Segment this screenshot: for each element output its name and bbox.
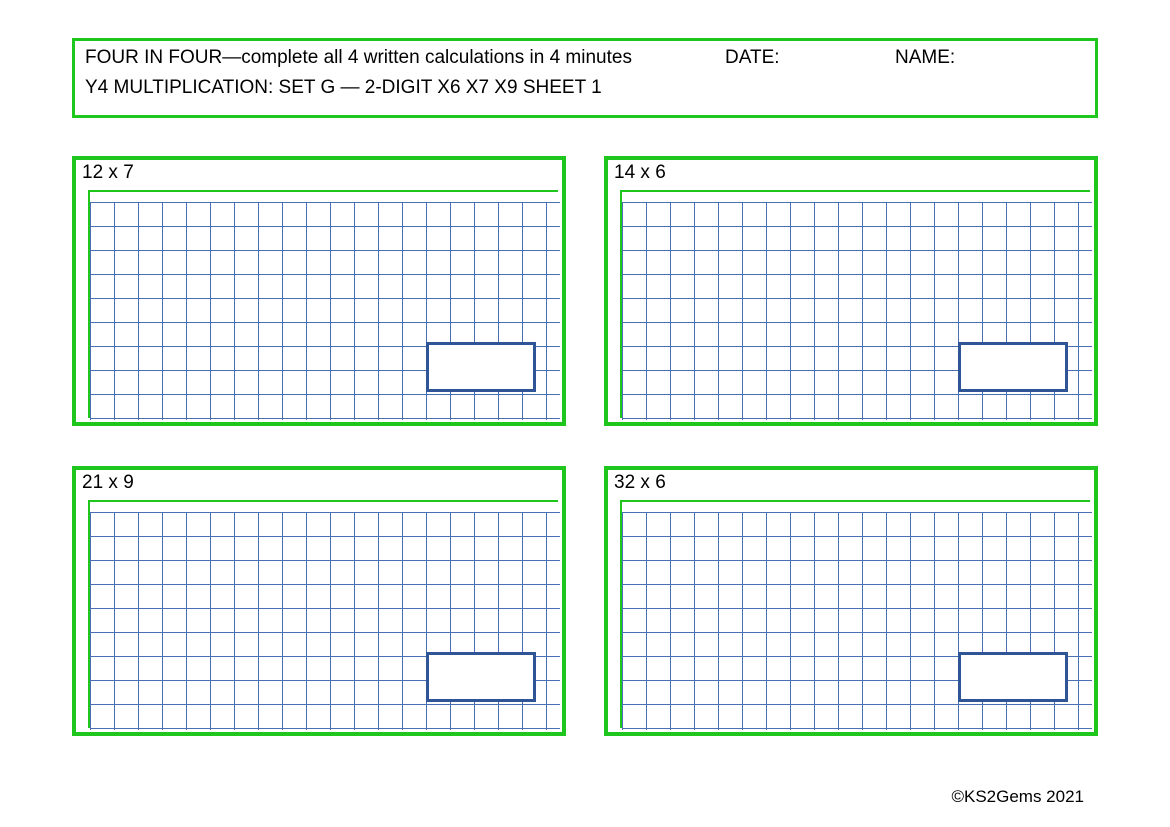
header-title: FOUR IN FOUR—complete all 4 written calc…	[85, 47, 725, 69]
header-name-label: NAME:	[895, 47, 1085, 69]
question-panel: 12 x 7	[72, 156, 566, 426]
answer-box[interactable]	[426, 652, 536, 702]
question-panel: 21 x 9	[72, 466, 566, 736]
answer-box[interactable]	[958, 652, 1068, 702]
header-subtitle: Y4 MULTIPLICATION: SET G — 2-DIGIT X6 X7…	[85, 77, 1085, 99]
question-text: 32 x 6	[614, 472, 666, 494]
answer-box[interactable]	[426, 342, 536, 392]
calculation-grid	[622, 202, 1092, 420]
calculation-grid	[622, 512, 1092, 730]
question-text: 12 x 7	[82, 162, 134, 184]
question-panel: 14 x 6	[604, 156, 1098, 426]
grid-area	[88, 500, 558, 728]
calculation-grid	[90, 202, 560, 420]
question-panel: 32 x 6	[604, 466, 1098, 736]
grid-area	[620, 500, 1090, 728]
header-box: FOUR IN FOUR—complete all 4 written calc…	[72, 38, 1098, 118]
grid-area	[88, 190, 558, 418]
grid-area	[620, 190, 1090, 418]
question-text: 21 x 9	[82, 472, 134, 494]
header-line-1: FOUR IN FOUR—complete all 4 written calc…	[85, 47, 1085, 69]
footer-copyright: ©KS2Gems 2021	[951, 787, 1084, 807]
answer-box[interactable]	[958, 342, 1068, 392]
question-text: 14 x 6	[614, 162, 666, 184]
header-date-label: DATE:	[725, 47, 895, 69]
calculation-grid	[90, 512, 560, 730]
